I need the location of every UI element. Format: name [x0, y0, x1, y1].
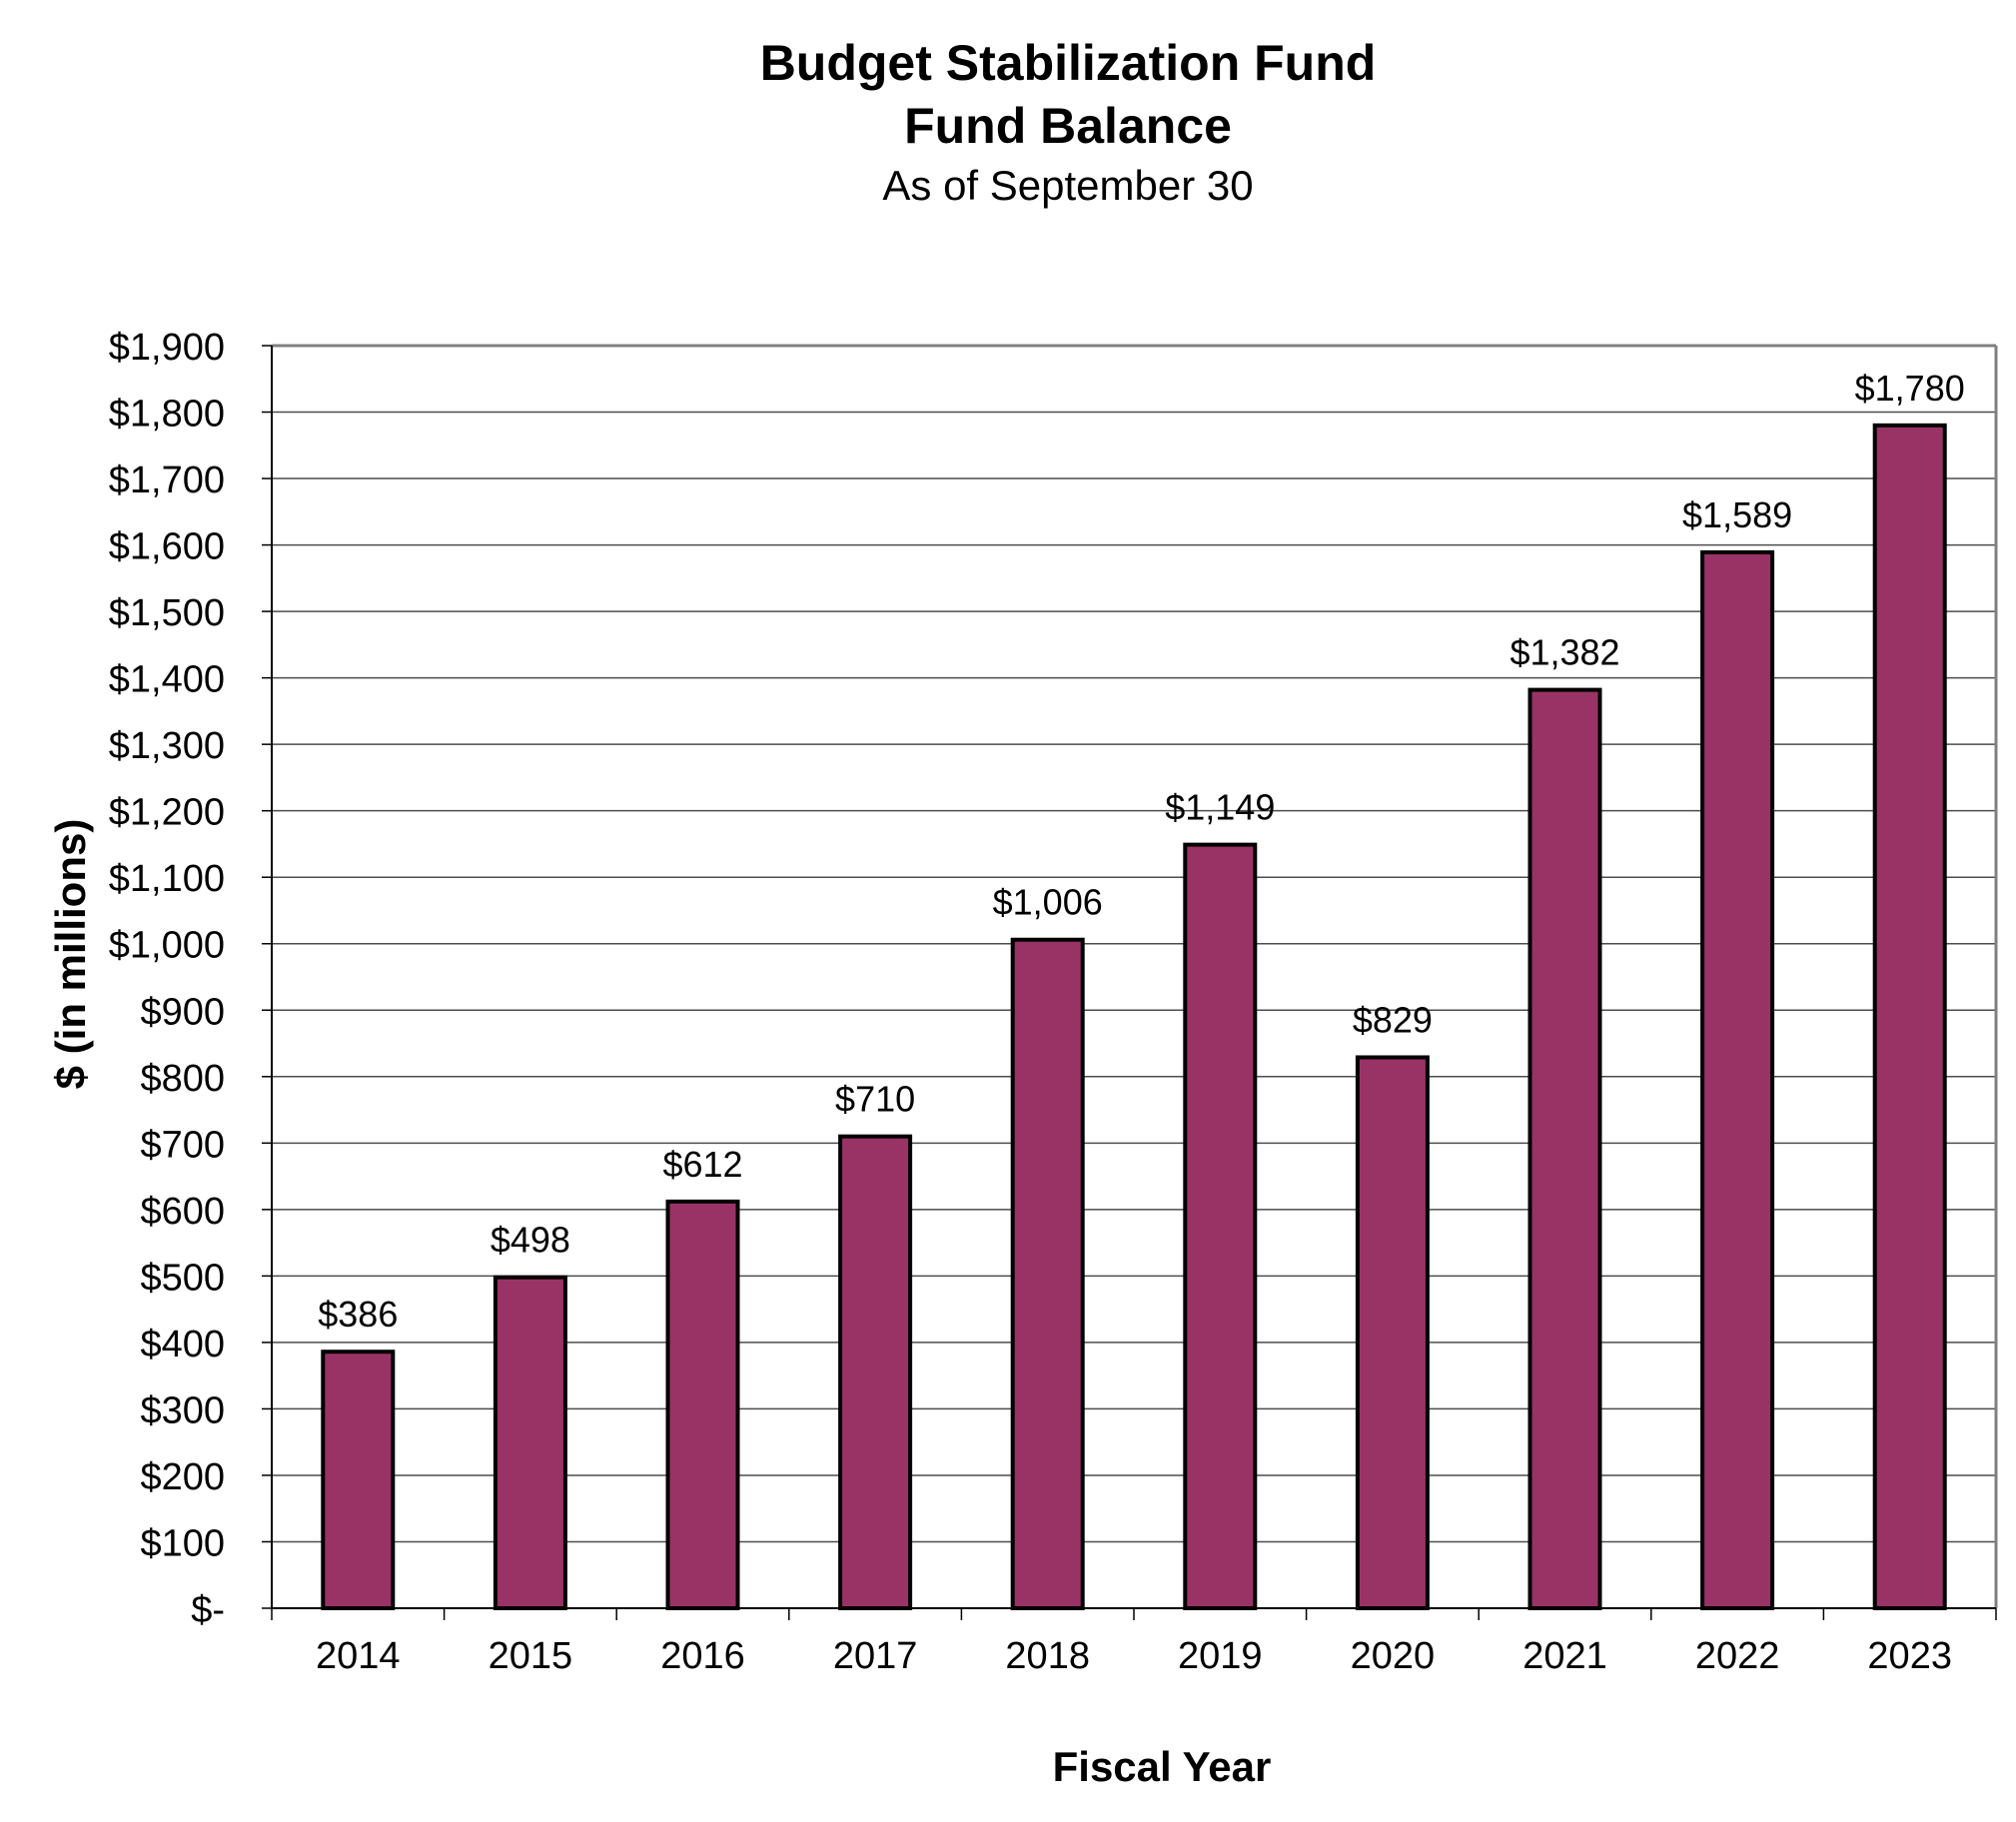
y-tick-label: $300: [140, 1389, 225, 1431]
axes: [271, 344, 1998, 1609]
data-label: $710: [835, 1079, 915, 1120]
x-tick-label: 2021: [1522, 1635, 1607, 1677]
data-label: $386: [318, 1294, 398, 1335]
y-tick-label: $700: [140, 1124, 225, 1166]
x-tick-label: 2023: [1867, 1635, 1952, 1677]
bar: [665, 1199, 740, 1610]
y-tick-label: $1,000: [109, 925, 225, 967]
bar: [1700, 549, 1775, 1610]
chart-title-line2: Fund Balance: [904, 98, 1232, 154]
bar: [493, 1275, 567, 1611]
data-label: $498: [491, 1220, 570, 1261]
y-axis-title: $ (in millions): [47, 819, 94, 1090]
bar: [321, 1350, 396, 1610]
y-tick-label: $1,300: [109, 725, 225, 767]
bar: [1872, 423, 1947, 1611]
bar: [1355, 1055, 1430, 1610]
x-tick-label: 2016: [660, 1635, 745, 1677]
y-tick-label: $1,700: [109, 459, 225, 501]
data-label: $612: [662, 1144, 742, 1185]
x-axis-title: Fiscal Year: [1053, 1743, 1272, 1790]
bar: [1010, 937, 1085, 1610]
y-tick-label: $-: [191, 1589, 225, 1631]
y-axis-ticks: $- $100 $200 $300 $400 $500 $600 $700 $800 $900 $1…: [109, 327, 272, 1631]
y-tick-label: $500: [140, 1257, 225, 1299]
x-tick-label: 2015: [489, 1635, 573, 1677]
x-tick-label: 2022: [1695, 1635, 1780, 1677]
x-tick-label: 2019: [1178, 1635, 1263, 1677]
x-axis-ticks: 2014 2015 2016 2017 2018 2019 2020 2021 2022 2023: [271, 1608, 1997, 1677]
y-tick-label: $400: [140, 1324, 225, 1366]
x-tick-label: 2018: [1005, 1635, 1090, 1677]
y-tick-label: $1,800: [109, 394, 225, 436]
data-label: $1,382: [1510, 632, 1619, 673]
data-label: $1,780: [1855, 368, 1965, 409]
x-tick-label: 2014: [316, 1635, 401, 1677]
y-tick-label: $1,200: [109, 792, 225, 834]
y-tick-label: $900: [140, 991, 225, 1033]
chart-subtitle: As of September 30: [882, 162, 1253, 209]
y-tick-label: $800: [140, 1058, 225, 1100]
bars: [321, 423, 1947, 1611]
data-label: $1,589: [1682, 494, 1792, 535]
y-tick-label: $200: [140, 1456, 225, 1498]
y-tick-label: $1,100: [109, 858, 225, 900]
data-labels: $386 $498 $612 $710 $1,006 $1,149 $829 $1,382 $1…: [318, 368, 1965, 1335]
x-tick-label: 2020: [1351, 1635, 1436, 1677]
y-tick-label: $1,600: [109, 526, 225, 568]
y-tick-label: $600: [140, 1191, 225, 1233]
bar: [1183, 842, 1258, 1610]
chart-title: Budget Stabilization Fund: [760, 35, 1377, 91]
data-label: $829: [1353, 999, 1433, 1040]
y-tick-label: $1,500: [109, 592, 225, 634]
data-label: $1,006: [993, 882, 1103, 923]
y-tick-label: $1,900: [109, 327, 225, 369]
x-tick-label: 2017: [833, 1635, 918, 1677]
y-tick-label: $100: [140, 1522, 225, 1564]
bar: [1527, 687, 1602, 1610]
y-tick-label: $1,400: [109, 659, 225, 701]
bar: [838, 1134, 913, 1611]
data-label: $1,149: [1165, 787, 1275, 828]
